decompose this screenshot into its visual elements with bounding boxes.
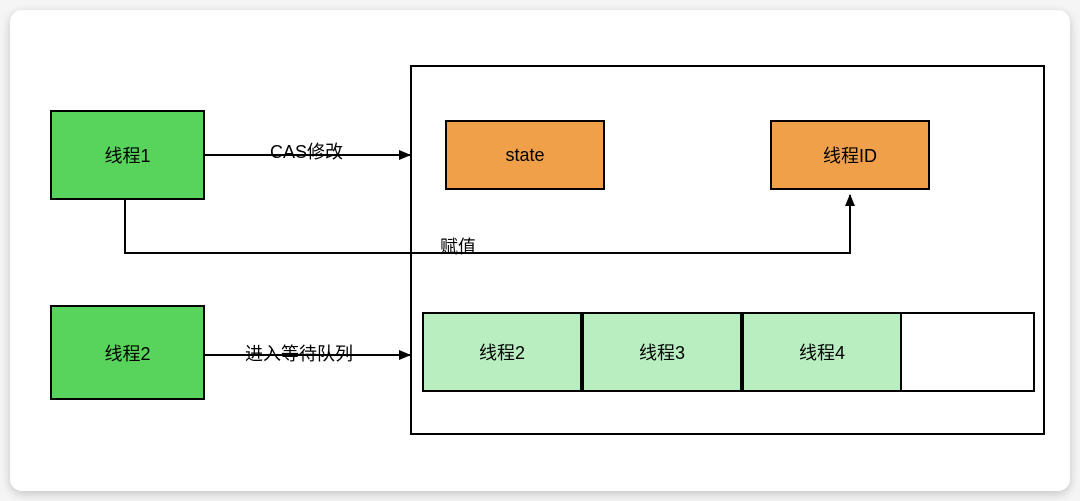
arrows-layer: [10, 10, 1070, 491]
diagram-canvas: 线程1 线程2 state 线程ID 线程2 线程3 线程4: [10, 10, 1070, 491]
diagram-card: 线程1 线程2 state 线程ID 线程2 线程3 线程4: [10, 10, 1070, 491]
edge-cas-label: CAS修改: [270, 138, 343, 164]
edge-assign-label: 赋值: [440, 233, 476, 259]
edge-enqueue-label: 进入等待队列: [245, 340, 353, 366]
